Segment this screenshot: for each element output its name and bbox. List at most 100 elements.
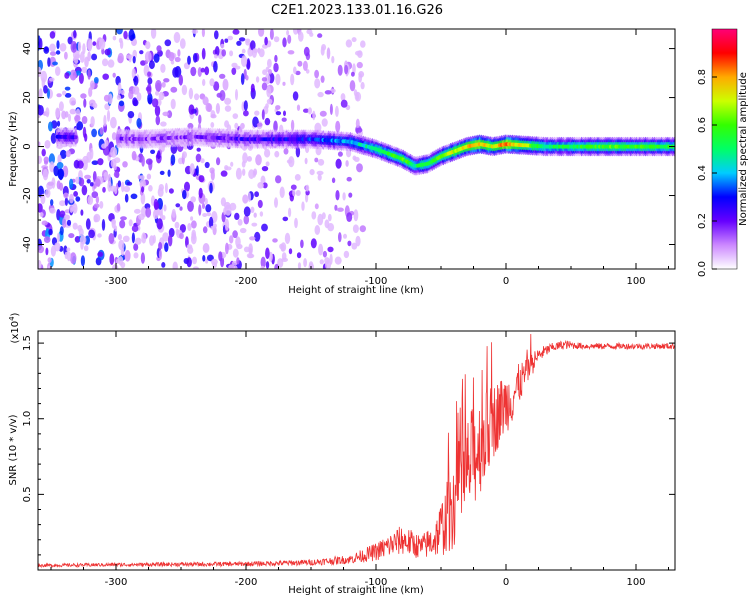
noise-blob <box>265 261 270 269</box>
noise-blob <box>64 72 70 79</box>
noise-blob <box>254 231 261 242</box>
noise-blob <box>230 161 234 167</box>
noise-blob <box>122 235 130 242</box>
noise-blob <box>243 110 249 117</box>
noise-blob <box>49 51 57 56</box>
noise-blob <box>114 186 118 195</box>
noise-blob <box>283 148 289 155</box>
noise-blob <box>268 69 272 75</box>
noise-blob <box>182 151 187 159</box>
noise-blob <box>64 93 72 98</box>
noise-blob <box>356 163 363 173</box>
noise-blob <box>192 53 198 63</box>
noise-blob <box>140 175 145 180</box>
noise-blob <box>123 185 131 193</box>
noise-blob <box>146 173 152 180</box>
noise-blob <box>355 118 360 129</box>
noise-blob <box>225 166 232 171</box>
noise-blob <box>44 160 48 165</box>
noise-blob <box>152 234 156 244</box>
noise-blob <box>56 180 61 190</box>
noise-blob <box>214 46 220 57</box>
noise-blob <box>112 72 116 78</box>
snr-y-tick-label: 0.5 <box>22 486 33 502</box>
noise-blob <box>179 38 186 49</box>
noise-blob <box>200 67 205 73</box>
noise-blob <box>335 120 341 133</box>
noise-blob <box>131 224 139 233</box>
noise-blob <box>42 169 49 181</box>
noise-blob <box>49 31 56 39</box>
snr-y-tick-label: 1.0 <box>22 411 33 427</box>
snr-x-tick-label: 100 <box>626 577 645 588</box>
noise-blob <box>303 46 310 57</box>
noise-blob <box>320 75 325 83</box>
noise-blob <box>293 66 297 74</box>
noise-blob <box>147 71 152 77</box>
colorbar: 0.0 0.2 0.4 0.6 0.8 Normalized spectral ampl… <box>697 28 749 277</box>
noise-blob <box>220 170 228 177</box>
noise-blob <box>40 70 48 83</box>
noise-blob <box>124 250 131 262</box>
noise-blob <box>130 193 138 200</box>
noise-blob <box>76 121 84 131</box>
noise-blob <box>63 214 70 220</box>
noise-blob <box>47 181 54 186</box>
noise-blob <box>273 36 280 43</box>
noise-blob <box>292 189 296 197</box>
noise-blob <box>261 166 269 172</box>
noise-blob <box>325 259 331 269</box>
noise-blob <box>240 73 245 85</box>
noise-blob <box>111 264 119 269</box>
noise-blob <box>87 195 94 205</box>
noise-blob <box>91 160 99 165</box>
noise-blob <box>235 167 242 180</box>
noise-blob <box>359 225 366 233</box>
noise-blob <box>337 151 343 157</box>
noise-blob <box>232 230 238 239</box>
noise-blob <box>93 203 100 209</box>
noise-blob <box>59 149 67 159</box>
noise-blob <box>69 204 74 213</box>
noise-blob <box>343 233 347 239</box>
noise-blob <box>117 52 124 64</box>
noise-blob <box>290 73 295 86</box>
noise-blob <box>208 216 214 229</box>
noise-blob <box>55 107 60 118</box>
noise-blob <box>83 245 89 252</box>
noise-blob <box>103 94 110 102</box>
noise-blob <box>168 234 173 247</box>
noise-blob <box>62 217 67 228</box>
spectrogram-x-tick-label: 0 <box>503 276 509 287</box>
noise-blob <box>89 80 95 90</box>
noise-blob <box>279 186 285 199</box>
noise-blob <box>54 242 61 252</box>
noise-blob <box>128 219 133 227</box>
noise-blob <box>314 203 319 210</box>
spectrogram-xlabel: Height of straight line (km) <box>288 285 424 296</box>
noise-blob <box>260 256 266 269</box>
noise-blob <box>38 141 41 147</box>
noise-blob <box>256 122 263 127</box>
noise-blob <box>154 104 161 117</box>
noise-blob <box>335 190 340 201</box>
noise-blob <box>209 182 213 194</box>
noise-blob <box>355 127 363 133</box>
noise-blob <box>47 88 50 99</box>
noise-blob <box>282 216 289 222</box>
noise-blob <box>80 209 84 216</box>
noise-blob <box>75 70 82 76</box>
spectrogram-y-tick-label: -40 <box>22 236 33 252</box>
noise-blob <box>320 46 325 56</box>
noise-blob <box>338 232 342 243</box>
noise-blob <box>56 162 64 169</box>
noise-blob <box>181 84 188 96</box>
noise-blob <box>43 85 48 94</box>
noise-blob <box>48 228 53 236</box>
spectrogram-x-tick-label: -100 <box>365 276 388 287</box>
noise-blob <box>59 43 67 52</box>
noise-blob <box>86 179 91 184</box>
noise-blob <box>104 48 111 56</box>
noise-blob <box>220 43 225 49</box>
